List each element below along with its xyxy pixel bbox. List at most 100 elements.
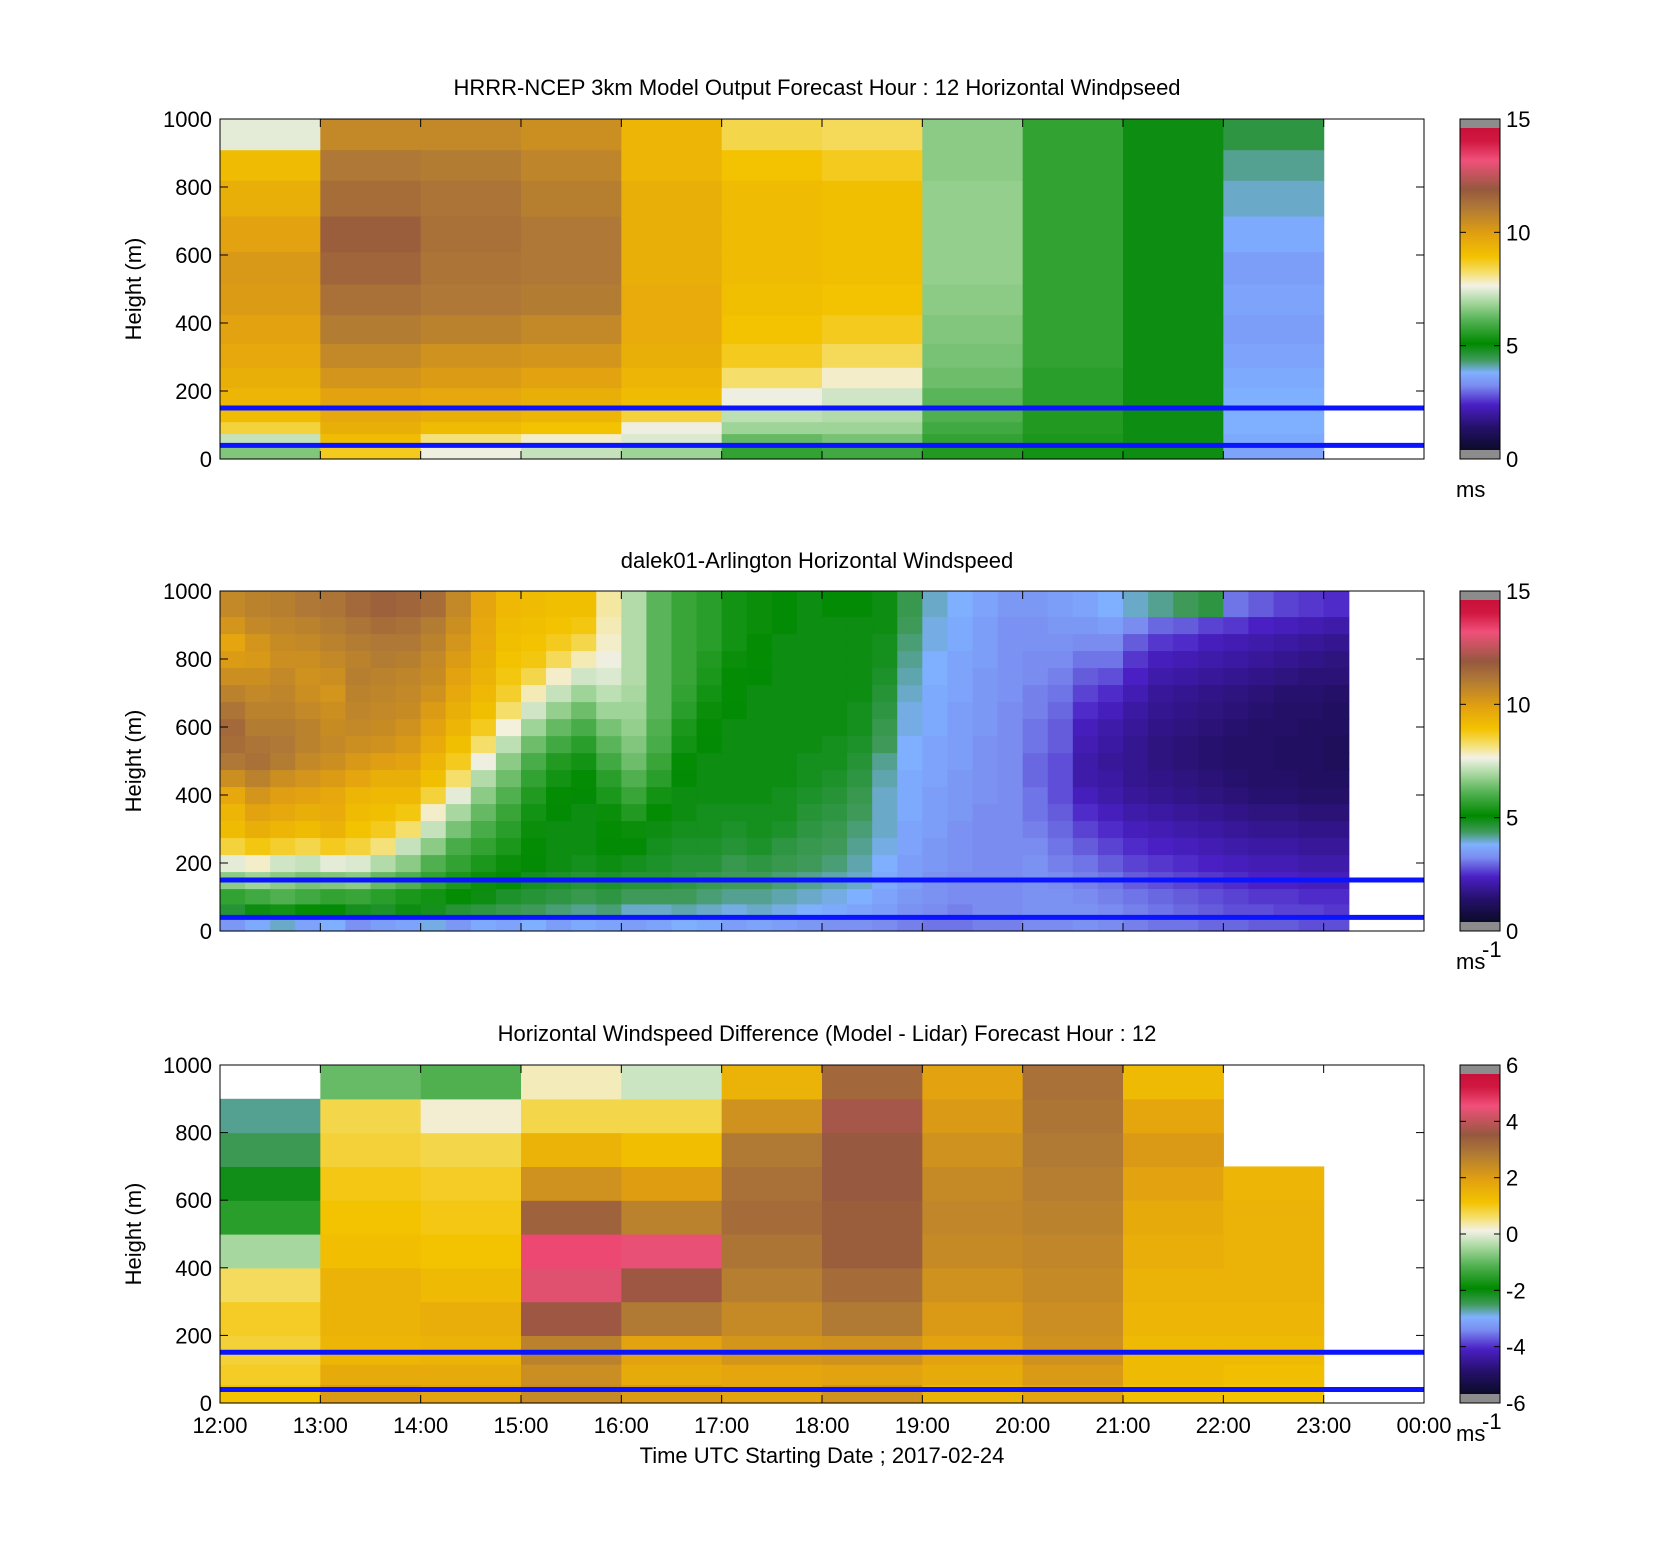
heatmap-cell — [1022, 1098, 1124, 1134]
heatmap-cell — [796, 667, 823, 686]
heatmap-cell — [420, 1065, 522, 1100]
heatmap-cell — [621, 1234, 723, 1269]
heatmap-cell — [796, 684, 823, 703]
heatmap-cell — [546, 917, 572, 932]
heatmap-cell — [1123, 684, 1149, 703]
heatmap-cell — [1273, 854, 1300, 873]
heatmap-cell — [1248, 591, 1275, 618]
heatmap-cell — [470, 684, 497, 703]
heatmap-cell — [922, 215, 1024, 253]
heatmap-cell — [922, 433, 1024, 445]
heatmap-cell — [521, 888, 547, 905]
heatmap-cell — [596, 701, 622, 720]
heatmap-cell — [897, 854, 923, 873]
heatmap-cell — [320, 591, 347, 618]
heatmap-cell — [1047, 903, 1074, 918]
y-tick-label: 600 — [175, 1188, 212, 1213]
heatmap-cell — [1072, 786, 1099, 805]
heatmap-cell — [997, 718, 1024, 737]
heatmap-cell — [596, 735, 622, 754]
heatmap-cell — [245, 854, 271, 873]
heatmap-cell — [696, 735, 723, 754]
heatmap-cell — [470, 888, 497, 905]
heatmap-cell — [1323, 633, 1350, 652]
heatmap-cell — [270, 591, 296, 618]
heatmap-cell — [1198, 752, 1224, 771]
heatmap-cell — [771, 752, 798, 771]
heatmap-cell — [1022, 701, 1049, 720]
heatmap-cell — [1248, 616, 1275, 635]
heatmap-cell — [947, 650, 974, 669]
heatmap-cell — [220, 616, 246, 635]
heatmap-cell — [1022, 888, 1049, 905]
heatmap-cell — [521, 903, 547, 918]
heatmap-cell — [1022, 837, 1049, 856]
heatmap-cell — [1223, 215, 1325, 253]
heatmap-cell — [345, 803, 372, 822]
heatmap-cell — [546, 701, 572, 720]
heatmap-cell — [822, 215, 923, 253]
heatmap-cell — [320, 1267, 422, 1303]
heatmap-cell — [445, 854, 472, 873]
heatmap-cell — [822, 650, 848, 669]
heatmap-cell — [445, 735, 472, 754]
heatmap-cell — [1123, 837, 1149, 856]
heatmap-cell — [220, 1200, 321, 1235]
heatmap-cell — [822, 837, 848, 856]
heatmap-cell — [395, 684, 422, 703]
heatmap-cell — [922, 149, 1024, 181]
heatmap-cell — [571, 837, 597, 856]
heatmap-cell — [1072, 837, 1099, 856]
heatmap-cell — [1148, 616, 1174, 635]
heatmap-cell — [1273, 718, 1300, 737]
lidar-heatmap-cells — [220, 591, 1350, 932]
heatmap-cell — [1123, 251, 1224, 285]
heatmap-cell — [320, 650, 347, 669]
x-tick-label: 23:00 — [1296, 1413, 1351, 1438]
model-y-axis-label: Height (m) — [121, 238, 146, 341]
heatmap-cell — [245, 803, 271, 822]
heatmap-cell — [997, 684, 1024, 703]
model-reference-lines — [220, 405, 1424, 448]
heatmap-cell — [596, 854, 622, 873]
heatmap-cell — [1223, 633, 1250, 652]
heatmap-cell — [220, 421, 321, 435]
colorbar-tick-label: 6 — [1506, 1053, 1518, 1078]
heatmap-cell — [1173, 735, 1199, 754]
heatmap-cell — [220, 119, 321, 151]
heatmap-cell — [1323, 803, 1350, 822]
heatmap-cell — [420, 1098, 522, 1134]
heatmap-cell — [1223, 820, 1250, 839]
colorbar-over-swatch — [1460, 1065, 1500, 1074]
heatmap-cell — [220, 888, 246, 905]
heatmap-cell — [796, 769, 823, 788]
heatmap-cell — [521, 837, 547, 856]
heatmap-cell — [696, 650, 723, 669]
colorbar-tick-label: 5 — [1506, 334, 1518, 359]
heatmap-cell — [445, 718, 472, 737]
heatmap-cell — [370, 616, 397, 635]
heatmap-cell — [571, 786, 597, 805]
heatmap-cell — [671, 718, 698, 737]
heatmap-cell — [1123, 667, 1149, 686]
heatmap-cell — [546, 633, 572, 652]
heatmap-cell — [521, 718, 547, 737]
heatmap-cell — [470, 837, 497, 856]
heatmap-cell — [671, 769, 698, 788]
heatmap-cell — [771, 917, 798, 932]
heatmap-cell — [897, 888, 923, 905]
heatmap-cell — [771, 803, 798, 822]
heatmap-cell — [295, 752, 321, 771]
heatmap-cell — [420, 433, 522, 445]
heatmap-cell — [621, 433, 723, 445]
heatmap-cell — [445, 917, 472, 932]
heatmap-cell — [972, 752, 999, 771]
heatmap-cell — [245, 684, 271, 703]
heatmap-cell — [1097, 667, 1124, 686]
heatmap-cell — [1072, 718, 1099, 737]
heatmap-cell — [997, 769, 1024, 788]
heatmap-cell — [445, 667, 472, 686]
heatmap-cell — [1273, 735, 1300, 754]
heatmap-cell — [470, 786, 497, 805]
heatmap-cell — [1047, 803, 1074, 822]
